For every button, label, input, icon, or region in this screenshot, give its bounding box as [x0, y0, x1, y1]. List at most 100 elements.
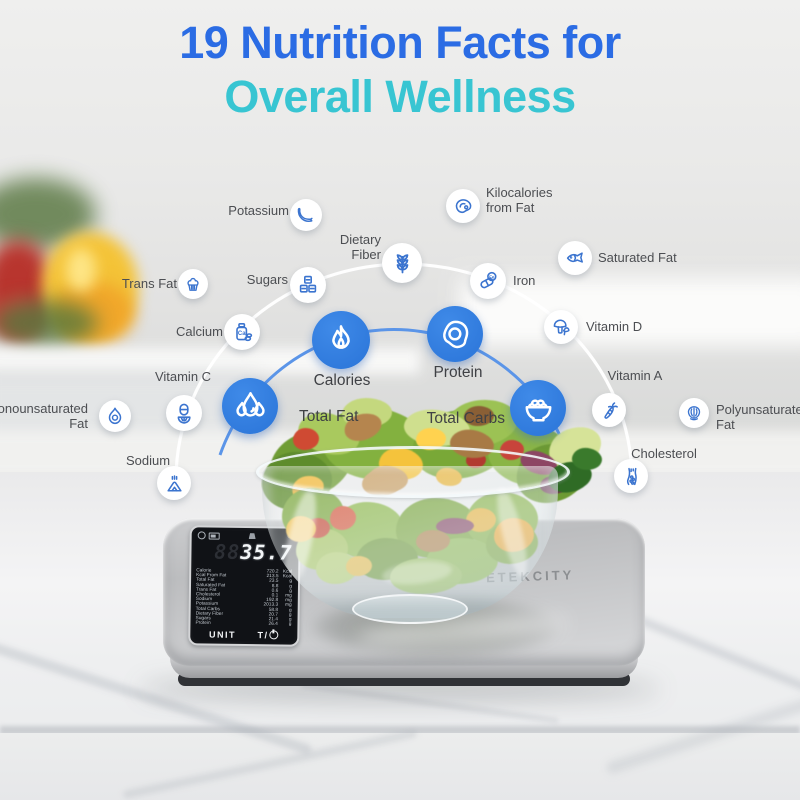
- kilocalories-from-fat-label-line: Kilocalories: [486, 185, 553, 200]
- bowl-base: [352, 594, 468, 624]
- salad-ingredient: [464, 406, 494, 426]
- iron-label: Iron: [513, 273, 535, 288]
- ghost-digits: 88: [214, 539, 241, 564]
- total-fat-label-line: Total Fat: [299, 408, 359, 425]
- calories-label: Calories: [314, 372, 371, 390]
- row-name: Protein: [195, 620, 211, 626]
- polyunsaturated-fat-label: PolyunsaturatedFat: [716, 402, 800, 432]
- pepper-highlight: [66, 248, 96, 292]
- row-value: 26.4: [268, 621, 278, 627]
- calories-label-line: Calories: [313, 372, 371, 389]
- salad-ingredient: [416, 428, 446, 450]
- sodium-label-line: Sodium: [125, 453, 171, 468]
- potassium-circle: [290, 199, 322, 231]
- battery-icon: [208, 531, 220, 540]
- salt-icon: [166, 474, 182, 492]
- cholesterol-label: Cholesterol: [631, 446, 697, 461]
- lcd-nutrition-row: Protein 26.4 g: [195, 621, 291, 627]
- carrot-icon: [603, 401, 618, 419]
- total-fat-circle: [222, 378, 278, 434]
- trans-fat-circle: [178, 269, 208, 299]
- sugars-label-line: Sugars: [246, 272, 288, 287]
- cholesterol-label-line: Cholesterol: [631, 446, 697, 461]
- salad-ingredient: [293, 428, 319, 450]
- total-carbs-label: Total Carbs: [427, 410, 505, 428]
- sugar-cubes-icon: [299, 275, 317, 293]
- unit-button: UNIT: [209, 629, 237, 640]
- total-fat-label: Total Fat: [299, 408, 358, 426]
- total-carbs-circle: [510, 380, 566, 436]
- monounsaturated-fat-circle: [99, 400, 131, 432]
- page-title: 19 Nutrition Facts for Overall Wellness: [0, 16, 800, 124]
- vitamin-a-circle: [592, 393, 626, 427]
- dietary-fiber-label-line: Fiber: [351, 247, 381, 262]
- svg-text:Fe: Fe: [489, 274, 495, 279]
- title-line-1: 19 Nutrition Facts for: [179, 17, 621, 68]
- fish-icon: [566, 251, 583, 263]
- vitamin-c-label: Vitamin C: [155, 369, 211, 384]
- counter-front-face: [0, 733, 800, 800]
- dietary-fiber-label-line: Dietary: [339, 232, 381, 247]
- potassium-label: Potassium: [228, 203, 289, 218]
- flame-icon: [332, 325, 350, 349]
- protein-label: Protein: [433, 364, 482, 382]
- saturated-fat-label: Saturated Fat: [598, 250, 677, 265]
- tare-power-button: T/: [258, 630, 279, 640]
- calcium-jar-icon: Ca: [236, 322, 253, 342]
- saturated-fat-label-line: Saturated Fat: [598, 250, 677, 265]
- dietary-fiber-circle: [382, 243, 422, 283]
- iron-circle: Fe: [470, 263, 506, 299]
- total-carbs-label-line: Total Carbs: [426, 410, 505, 427]
- monounsaturated-fat-label: MonounsaturatedFat: [0, 401, 88, 431]
- sodium-circle: [157, 466, 191, 500]
- calcium-label: Calcium: [176, 324, 223, 339]
- monounsaturated-fat-label-line: Fat: [69, 416, 88, 431]
- cholesterol-circle: [614, 459, 648, 493]
- potassium-label-line: Potassium: [228, 203, 289, 218]
- counter-edge: [0, 726, 800, 735]
- power-icon: [269, 630, 279, 640]
- iron-label-line: Iron: [513, 273, 536, 288]
- kilocalories-from-fat-label: Kilocalories from Fat: [486, 185, 552, 215]
- banana-icon: [297, 207, 313, 222]
- capsule-orange-icon: [177, 403, 191, 424]
- walnut-icon: [687, 406, 701, 421]
- iron-pill-icon: Fe: [480, 271, 497, 289]
- sugars-label: Sugars: [247, 272, 288, 287]
- cupcake-icon: [187, 277, 199, 291]
- avocado-icon: [108, 407, 122, 425]
- bluetooth-icon: [197, 531, 206, 540]
- artery-icon: [626, 467, 637, 485]
- water-drops-icon: [235, 391, 265, 417]
- calcium-label-line: Calcium: [176, 324, 223, 339]
- vitamin-c-circle: [166, 395, 202, 431]
- calories-circle: [312, 311, 370, 369]
- weight-icon: [249, 533, 256, 539]
- protein-circle: [427, 306, 483, 362]
- sugars-circle: [290, 267, 326, 303]
- bowl-rim: [256, 446, 570, 498]
- svg-text:Ca: Ca: [238, 331, 246, 337]
- mushroom-icon: [553, 318, 570, 335]
- polyunsaturated-fat-label-line: Fat: [716, 417, 735, 432]
- vitamin-a-label: Vitamin A: [608, 368, 663, 383]
- saturated-fat-circle: [558, 241, 592, 275]
- vitamin-d-label: Vitamin D: [586, 319, 642, 334]
- title-line-2: Overall Wellness: [224, 71, 576, 122]
- blurred-greens-2: [0, 300, 98, 346]
- rice-bowl-icon: [525, 398, 551, 421]
- calcium-circle: Ca: [224, 314, 260, 350]
- protein-label-line: Protein: [433, 364, 483, 381]
- meat-icon: [455, 198, 471, 213]
- trans-fat-label: Trans Fat: [122, 276, 177, 291]
- polyunsaturated-fat-label-line: Polyunsaturated: [716, 402, 800, 417]
- monounsaturated-fat-label-line: Monounsaturated: [0, 401, 88, 416]
- vitamin-d-circle: [544, 310, 578, 344]
- egg-icon: [442, 320, 468, 348]
- sodium-label: Sodium: [126, 453, 170, 468]
- polyunsaturated-fat-circle: [679, 398, 709, 428]
- kilocalories-from-fat-label-line: from Fat: [486, 200, 535, 215]
- trans-fat-label-line: Trans Fat: [121, 276, 177, 291]
- vitamin-c-label-line: Vitamin C: [154, 369, 212, 384]
